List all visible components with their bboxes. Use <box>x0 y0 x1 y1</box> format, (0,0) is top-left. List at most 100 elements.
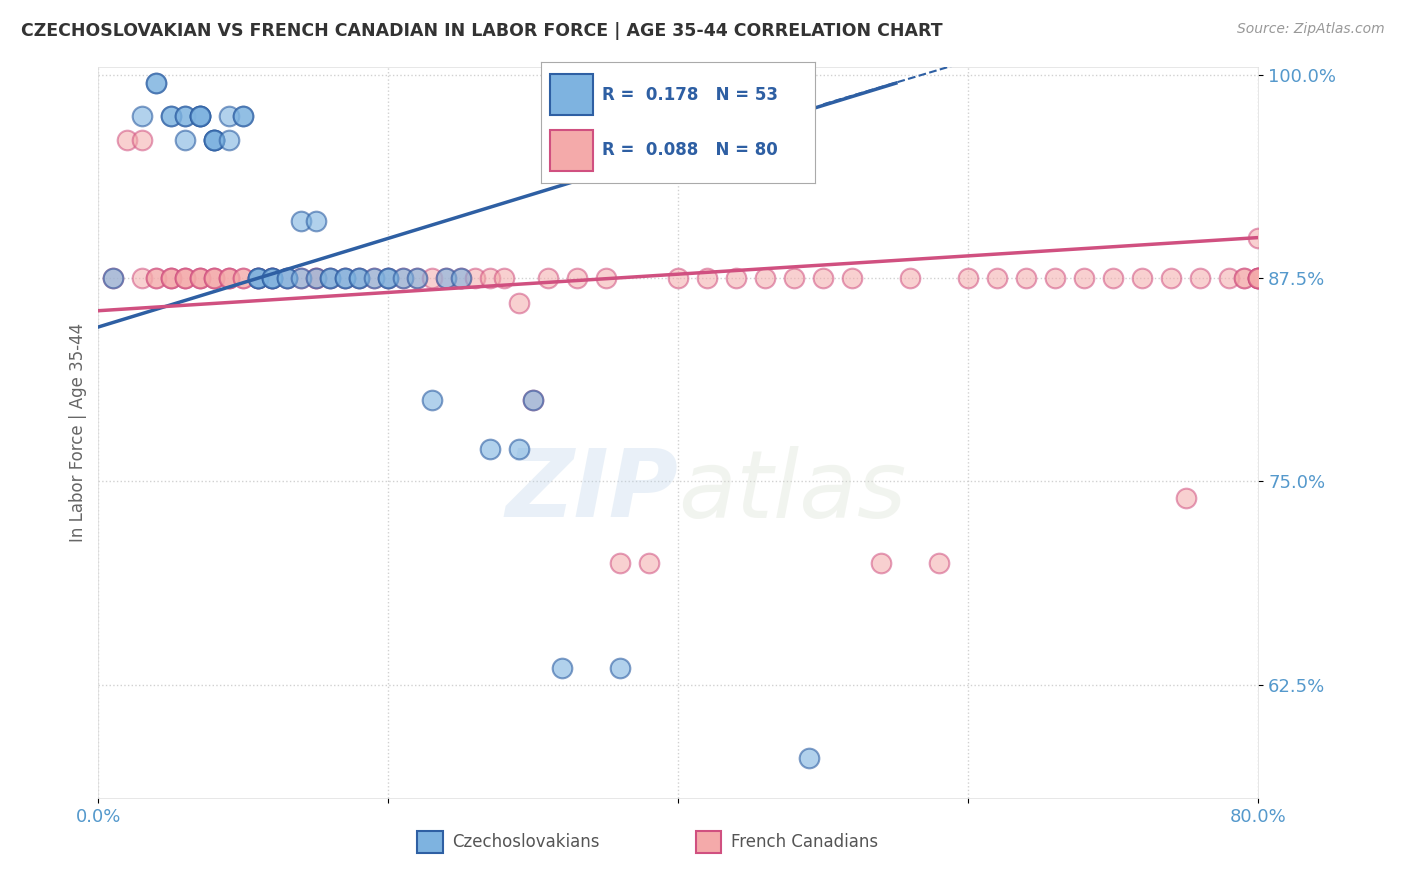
Point <box>276 271 298 285</box>
Point <box>450 271 472 285</box>
Point <box>1247 271 1270 285</box>
Point <box>232 109 254 123</box>
Point <box>783 271 806 285</box>
Text: CZECHOSLOVAKIAN VS FRENCH CANADIAN IN LABOR FORCE | AGE 35-44 CORRELATION CHART: CZECHOSLOVAKIAN VS FRENCH CANADIAN IN LA… <box>21 22 942 40</box>
Point <box>188 109 211 123</box>
Point <box>246 271 269 285</box>
Point <box>508 295 530 310</box>
Point <box>377 271 399 285</box>
Point <box>246 271 269 285</box>
Point <box>609 661 631 675</box>
Point <box>1189 271 1212 285</box>
Point <box>174 271 197 285</box>
Point <box>377 271 399 285</box>
Point <box>160 109 183 123</box>
Point <box>232 109 254 123</box>
Point <box>262 271 284 285</box>
Point <box>188 109 211 123</box>
Point <box>246 271 269 285</box>
Point <box>160 271 183 285</box>
Point <box>928 556 950 570</box>
Point <box>319 271 342 285</box>
Text: Czechoslovakians: Czechoslovakians <box>453 833 600 851</box>
Point <box>494 271 516 285</box>
Point <box>1247 230 1270 244</box>
Point <box>262 271 284 285</box>
Point <box>1130 271 1153 285</box>
Point <box>436 271 458 285</box>
Point <box>595 271 617 285</box>
Point <box>609 556 631 570</box>
Point <box>145 271 167 285</box>
Point <box>305 271 328 285</box>
Text: atlas: atlas <box>678 446 907 537</box>
Point <box>145 76 167 90</box>
Text: French Canadians: French Canadians <box>731 833 877 851</box>
Point <box>666 271 689 285</box>
Point <box>1015 271 1038 285</box>
Point <box>204 133 226 147</box>
Point <box>1160 271 1182 285</box>
Text: Source: ZipAtlas.com: Source: ZipAtlas.com <box>1237 22 1385 37</box>
Point <box>188 271 211 285</box>
Text: R =  0.178   N = 53: R = 0.178 N = 53 <box>602 86 778 104</box>
Point <box>478 271 501 285</box>
Point <box>900 271 922 285</box>
Point <box>101 271 124 285</box>
Point <box>204 133 226 147</box>
Point <box>218 271 240 285</box>
Bar <box>696 831 721 853</box>
Point <box>522 393 544 408</box>
Point <box>174 109 197 123</box>
Point <box>204 271 226 285</box>
Y-axis label: In Labor Force | Age 35-44: In Labor Force | Age 35-44 <box>69 323 87 542</box>
Point <box>188 271 211 285</box>
Point <box>1247 271 1270 285</box>
Point <box>232 271 254 285</box>
Point <box>174 271 197 285</box>
Point <box>551 661 574 675</box>
Point <box>406 271 429 285</box>
Point <box>131 109 153 123</box>
Point <box>290 214 312 228</box>
Point <box>174 271 197 285</box>
Point <box>1102 271 1125 285</box>
Bar <box>550 75 593 115</box>
Point <box>1174 491 1197 505</box>
Point <box>319 271 342 285</box>
Point <box>188 271 211 285</box>
Bar <box>550 130 593 171</box>
Point <box>537 271 560 285</box>
Point <box>218 271 240 285</box>
Point <box>131 133 153 147</box>
Bar <box>418 831 443 853</box>
Point <box>1233 271 1256 285</box>
Point <box>870 556 893 570</box>
Point <box>1045 271 1067 285</box>
Point <box>276 271 298 285</box>
Point <box>305 214 328 228</box>
Point <box>377 271 399 285</box>
Point <box>450 271 472 285</box>
Point <box>565 271 588 285</box>
Point <box>218 109 240 123</box>
Point <box>131 271 153 285</box>
Point <box>218 133 240 147</box>
Point <box>725 271 748 285</box>
Point <box>262 271 284 285</box>
Point <box>1247 271 1270 285</box>
Text: ZIP: ZIP <box>506 445 678 537</box>
Point <box>392 271 415 285</box>
Point <box>290 271 312 285</box>
Point <box>464 271 486 285</box>
Point <box>218 271 240 285</box>
Point <box>204 133 226 147</box>
Point <box>232 271 254 285</box>
Point <box>363 271 385 285</box>
Point <box>508 442 530 456</box>
Point <box>1247 271 1270 285</box>
Point <box>204 133 226 147</box>
Point <box>188 109 211 123</box>
Point <box>1073 271 1095 285</box>
Point <box>333 271 356 285</box>
